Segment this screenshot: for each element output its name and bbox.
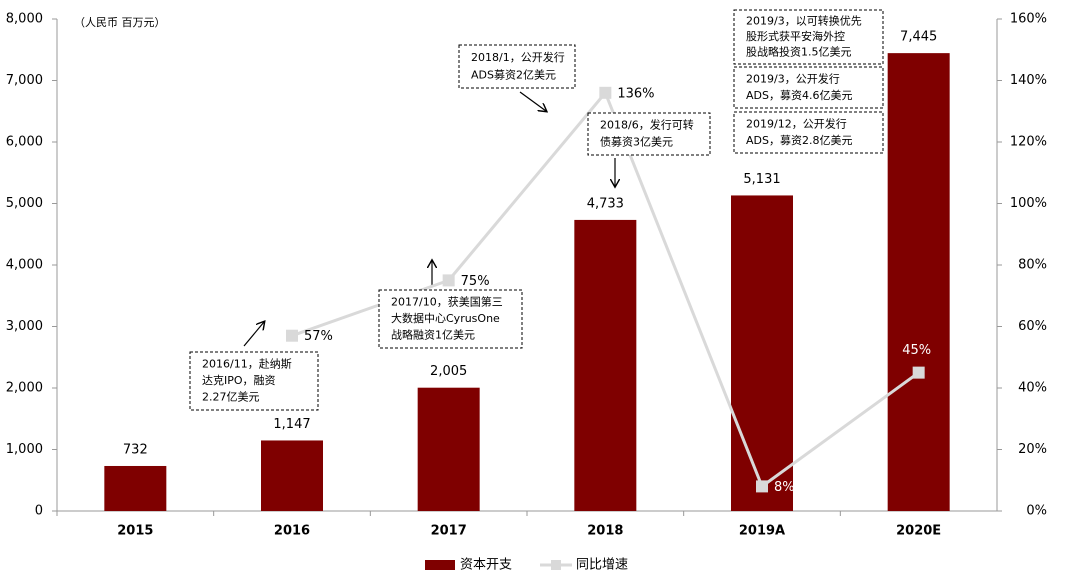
bar xyxy=(574,219,637,511)
y-tick-label: 0 xyxy=(35,504,43,519)
line-value-label: 8% xyxy=(774,480,795,495)
annotation-box xyxy=(733,66,884,109)
x-tick-label: 2015 xyxy=(117,524,153,539)
annotation-box xyxy=(733,111,884,154)
bar-value-label: 732 xyxy=(123,442,148,457)
annotation-text: 战略融资1亿美元 xyxy=(391,328,475,342)
annotation-text: 2019/12，公开发行 xyxy=(746,116,847,130)
bar xyxy=(104,465,167,511)
annotation-box xyxy=(378,289,523,349)
y2-tick-label: 60% xyxy=(1018,319,1047,334)
annotation-box xyxy=(587,112,711,156)
annotation-text: 大数据中心CyrusOne xyxy=(391,311,500,325)
x-tick-label: 2017 xyxy=(431,524,467,539)
line-marker xyxy=(286,329,298,342)
line-marker xyxy=(756,480,768,493)
annotation-box xyxy=(189,351,319,411)
annotation-text: 股形式获平安海外控 xyxy=(746,29,845,43)
y-tick-label: 3,000 xyxy=(6,319,43,334)
bar xyxy=(417,387,480,511)
line-value-label: 75% xyxy=(461,274,490,289)
annotation-text: ADS，募资4.6亿美元 xyxy=(746,89,852,102)
legend-swatch xyxy=(425,560,455,570)
annotation-text: 2018/6，发行可转 xyxy=(600,118,694,132)
bar-value-label: 4,733 xyxy=(587,196,624,211)
annotation-text: 2019/3，公开发行 xyxy=(746,71,840,85)
annotation-text: ADS，募资2.8亿美元 xyxy=(746,134,852,147)
line-value-label: 45% xyxy=(902,343,931,358)
annotation-text: 2017/10，获美国第三 xyxy=(391,294,503,308)
y-tick-label: 6,000 xyxy=(6,135,43,150)
x-tick-label: 2018 xyxy=(587,524,623,539)
line-marker xyxy=(442,274,455,287)
y-tick-label: 1,000 xyxy=(6,442,43,457)
x-tick-label: 2020E xyxy=(896,524,941,539)
unit-label: （人民币 百万元） xyxy=(74,16,166,29)
y-tick-label: 7,000 xyxy=(6,73,43,88)
line-value-label: 136% xyxy=(617,86,654,101)
x-tick-label: 2016 xyxy=(274,524,310,539)
annotation-text: 2019/3，以可转换优先 xyxy=(746,14,862,28)
y2-tick-label: 100% xyxy=(1010,196,1047,211)
annotation-text: 2016/11，赴纳斯 xyxy=(202,356,292,370)
annotation-box xyxy=(458,44,576,89)
bar-value-label: 1,147 xyxy=(273,417,310,432)
y-tick-label: 4,000 xyxy=(6,258,43,273)
line-marker xyxy=(599,86,612,99)
bar-value-label: 5,131 xyxy=(743,172,780,187)
legend-swatch xyxy=(551,560,561,570)
bar xyxy=(731,195,793,512)
y-tick-label: 5,000 xyxy=(6,196,43,211)
annotation-text: 债募资3亿美元 xyxy=(600,135,673,149)
y2-tick-label: 0% xyxy=(1026,504,1047,519)
legend-label: 同比增速 xyxy=(576,558,628,573)
annotation-text: 2018/1，公开发行 xyxy=(471,50,565,64)
y2-tick-label: 40% xyxy=(1018,381,1047,396)
line-marker xyxy=(912,366,925,379)
y2-tick-label: 160% xyxy=(1010,12,1047,27)
annotation-text: 2.27亿美元 xyxy=(202,391,260,404)
y-tick-label: 2,000 xyxy=(6,381,43,396)
bar-value-label: 2,005 xyxy=(430,364,467,379)
x-tick-label: 2019A xyxy=(739,524,785,539)
y2-tick-label: 20% xyxy=(1018,442,1047,457)
bar-value-label: 7,445 xyxy=(900,30,937,45)
bar xyxy=(261,440,323,511)
arrows xyxy=(243,91,615,347)
annotation-text: 达克IPO，融资 xyxy=(202,374,276,387)
annotation-box xyxy=(733,9,884,65)
annotation-text: 股战略投资1.5亿美元 xyxy=(746,44,852,58)
line-value-label: 57% xyxy=(304,329,333,344)
annotation-text: ADS募资2亿美元 xyxy=(471,68,556,81)
legend-label: 资本开支 xyxy=(460,558,512,573)
y2-tick-label: 80% xyxy=(1018,258,1047,273)
y2-tick-label: 120% xyxy=(1010,135,1047,150)
y-tick-label: 8,000 xyxy=(6,12,43,27)
bar xyxy=(887,53,950,511)
y2-tick-label: 140% xyxy=(1010,73,1047,88)
